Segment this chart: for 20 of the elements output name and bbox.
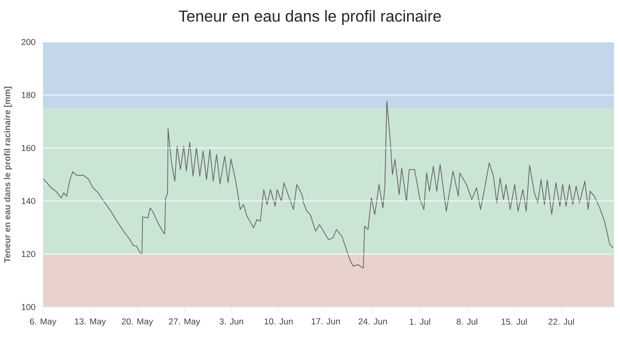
x-tick-label: 8. Jul (456, 318, 478, 325)
x-tick-label: 22. Jul (548, 318, 574, 325)
x-tick-label: 1. Jul (410, 318, 430, 325)
chart-title: Teneur en eau dans le profil racinaire (178, 10, 441, 25)
y-tick-label: 140 (22, 198, 36, 204)
y-tick-label: 180 (22, 92, 36, 98)
x-tick-label: 15. Jul (502, 318, 527, 325)
y-tick-label: 120 (22, 250, 36, 258)
x-tick-label: 20. May (122, 318, 154, 326)
y-tick-label: 200 (22, 38, 36, 46)
y-axis-title: Teneur en eau dans le profil racinaire [mm] (4, 86, 12, 263)
x-tick-label: 24. Jun (358, 318, 387, 325)
x-tick-label: 17. Jun (312, 318, 340, 324)
x-tick-label: 13. May (74, 318, 106, 326)
x-tick-label: 27. May (168, 318, 200, 326)
x-tick-label: 10. Jun (264, 318, 293, 325)
y-tick-label: 160 (22, 144, 36, 152)
x-tick-label: 3. Jun (220, 318, 244, 325)
x-tick-label: 6. May (30, 318, 56, 326)
y-tick-label: 100 (22, 304, 36, 310)
